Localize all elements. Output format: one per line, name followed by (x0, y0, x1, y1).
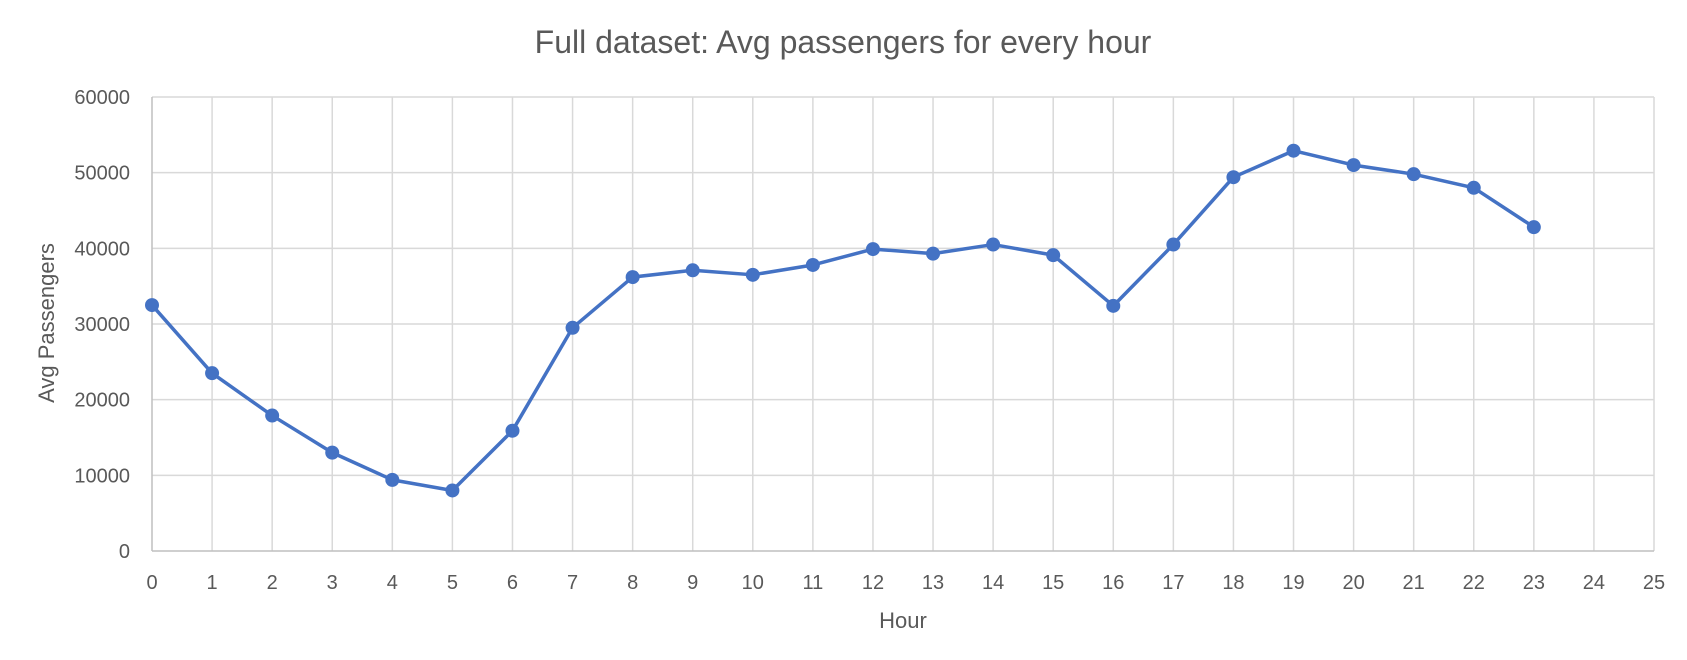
x-tick-label: 13 (922, 572, 944, 594)
x-tick-label: 6 (507, 572, 518, 594)
data-point (745, 267, 760, 282)
data-point (625, 270, 640, 285)
x-tick-label: 24 (1583, 572, 1605, 594)
data-point (986, 237, 1001, 252)
grid-layer (152, 96, 1655, 551)
data-point (145, 298, 159, 313)
data-point (325, 445, 340, 460)
x-tick-label: 19 (1282, 572, 1304, 594)
y-tick-label: 10000 (74, 465, 130, 487)
series-line (150, 148, 1536, 493)
x-tick-label: 25 (1643, 572, 1665, 594)
x-tick-label: 22 (1463, 572, 1485, 594)
y-tick-label: 50000 (74, 163, 130, 185)
x-tick-label: 9 (687, 572, 698, 594)
x-tick-label: 2 (267, 572, 278, 594)
series-layer (145, 143, 1541, 498)
data-point (445, 483, 460, 498)
x-tick-label: 10 (742, 572, 764, 594)
data-point (805, 257, 820, 272)
x-tick-label: 8 (627, 572, 638, 594)
data-point (565, 320, 580, 335)
axis-layer (151, 97, 1654, 552)
data-point (926, 246, 941, 261)
y-tick-label: 30000 (74, 314, 130, 336)
x-tick-label: 11 (802, 572, 823, 594)
y-tick-label: 40000 (74, 238, 130, 260)
x-tick-label: 5 (447, 572, 458, 594)
x-tick-label: 7 (567, 572, 578, 594)
x-axis-title: Hour (879, 608, 927, 633)
x-tick-label: 12 (862, 572, 884, 594)
x-tick-label: 0 (146, 572, 157, 594)
data-point (205, 366, 220, 381)
data-point (685, 263, 700, 278)
x-tick-label: 18 (1222, 572, 1244, 594)
data-point (865, 242, 880, 257)
data-point (1106, 298, 1121, 313)
x-tick-label: 21 (1403, 572, 1425, 594)
x-tick-label: 3 (327, 572, 338, 594)
data-point (265, 408, 280, 423)
x-tick-label: 1 (207, 572, 218, 594)
y-tick-label: 20000 (74, 390, 130, 412)
y-axis-title: Avg Passengers (34, 243, 59, 403)
data-point (385, 472, 400, 487)
data-point (1166, 237, 1181, 252)
x-tick-label: 17 (1162, 572, 1184, 594)
data-point (505, 423, 520, 438)
data-point (1466, 180, 1481, 195)
chart-title: Full dataset: Avg passengers for every h… (535, 24, 1152, 60)
x-tick-label: 15 (1042, 572, 1064, 594)
x-tick-label: 4 (387, 572, 398, 594)
data-point (1226, 170, 1241, 185)
data-point (1526, 220, 1541, 235)
y-tick-label: 0 (119, 541, 130, 563)
data-point (1286, 143, 1301, 158)
data-point (1346, 158, 1361, 173)
x-tick-label: 20 (1342, 572, 1364, 594)
y-tick-label: 60000 (74, 87, 130, 109)
data-point (1046, 248, 1061, 263)
x-tick-label: 14 (982, 572, 1004, 594)
x-tick-label: 23 (1523, 572, 1545, 594)
data-point (1406, 167, 1421, 182)
x-tick-label: 16 (1102, 572, 1124, 594)
